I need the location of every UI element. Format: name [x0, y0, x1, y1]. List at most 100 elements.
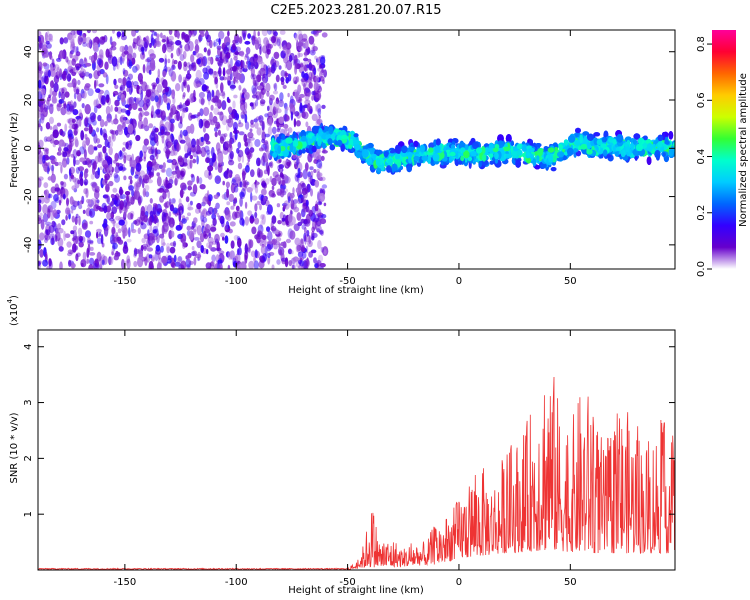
spectrogram-cell	[74, 136, 78, 146]
spectrogram-cell	[97, 114, 102, 122]
spectrogram-cell	[238, 119, 241, 125]
spectrogram-cell	[244, 216, 249, 226]
spectrogram-cell	[349, 138, 354, 146]
spectrogram-cell	[185, 258, 192, 268]
spectrogram-cell	[273, 101, 280, 112]
spectrogram-cell	[40, 219, 45, 230]
spectrogram-cell	[314, 55, 318, 60]
spectrogram-cell	[189, 191, 196, 197]
spectrogram-cell	[88, 199, 92, 205]
spectrogram-cell	[101, 36, 106, 41]
spectrogram-cell	[182, 129, 188, 137]
spectrogram-cell	[68, 59, 73, 71]
spectrogram-cell	[160, 32, 163, 39]
spectrogram-cell	[165, 167, 173, 177]
spectrogram-cell	[601, 136, 606, 143]
spectrogram-cell	[532, 158, 537, 167]
spectrogram-cell	[51, 235, 55, 245]
spectrogram-cell	[77, 227, 83, 236]
spectrogram-cell	[79, 31, 83, 37]
spectrogram-cell	[100, 234, 104, 245]
spectrogram-cell	[109, 36, 113, 45]
spectrogram-cell	[203, 71, 210, 80]
spectrogram-cell	[239, 217, 245, 226]
spectrogram-cell	[73, 101, 77, 108]
spectrogram-cell	[114, 165, 120, 174]
spectrogram-cell	[40, 125, 43, 132]
spectrogram-cell	[119, 189, 123, 196]
spectrogram-cell	[104, 121, 108, 127]
spectrogram-cell	[256, 74, 262, 83]
spectrogram-cell	[262, 214, 266, 225]
spectrogram-cell	[137, 72, 143, 83]
spectrogram-cell	[293, 118, 297, 128]
spectrogram-cell	[38, 199, 42, 204]
spectrogram-cell	[600, 143, 607, 149]
spectrogram-cell	[181, 241, 186, 249]
spectrogram-cell	[187, 202, 192, 211]
spectrogram-cell	[93, 204, 100, 212]
spectrogram-cell	[258, 147, 264, 152]
spectrogram-cell	[131, 189, 135, 197]
spectrogram-cell	[272, 90, 279, 95]
spectrogram-cell	[124, 219, 128, 226]
spectrogram-cell	[270, 225, 277, 232]
spectrogram-cell	[124, 104, 130, 109]
spectrogram-cell	[221, 100, 227, 111]
spectrogram-cell	[160, 129, 165, 135]
spectrogram-cell	[53, 194, 59, 202]
spectrogram-cell	[194, 39, 199, 46]
spectrogram-cell	[230, 205, 235, 210]
spectrogram-cell	[265, 65, 269, 76]
spectrogram-cell	[87, 203, 93, 209]
spectrogram-cell	[67, 129, 73, 138]
spectrogram-cell	[272, 152, 278, 158]
spectrogram-cell	[306, 257, 309, 267]
spectrogram-cell	[126, 204, 130, 210]
spectrogram-cell	[42, 213, 49, 223]
spectrogram-cell	[128, 85, 133, 95]
spectrogram-cell	[264, 133, 270, 138]
spectrogram-cell	[128, 59, 132, 69]
spectrogram-cell	[98, 83, 105, 88]
spectrogram-cell	[149, 224, 153, 233]
spectrogram-cell	[311, 226, 316, 233]
spectrogram-cell	[60, 106, 67, 116]
spectrogram-cell	[232, 43, 236, 51]
spectrogram-cell	[314, 263, 319, 269]
spectrogram-cell	[75, 66, 80, 71]
spectrogram-cell	[72, 46, 79, 53]
spectrogram-cell	[155, 113, 161, 118]
spectrogram-cell	[464, 144, 469, 151]
spectrogram-cell	[304, 40, 309, 49]
spectrogram-cell	[84, 116, 89, 124]
spectrogram-cell	[251, 183, 257, 190]
spectrogram-cell	[188, 230, 195, 241]
spectrogram-cell	[100, 52, 104, 61]
spectrogram-cell	[67, 82, 74, 88]
spectrogram-cell	[184, 100, 190, 107]
spectrogram-cell	[143, 214, 148, 223]
spectrogram-cell	[233, 201, 236, 207]
spectrogram-cell	[308, 251, 313, 258]
spectrogram-cell	[62, 181, 67, 188]
spectrogram-cell	[38, 203, 42, 213]
spectrogram-cell	[229, 150, 234, 160]
spectrogram-cell	[166, 102, 171, 111]
spectrogram-cell	[262, 77, 266, 86]
spectrogram-cell	[206, 90, 212, 102]
spectrogram-cell	[146, 57, 152, 63]
spectrogram-cell	[121, 258, 125, 269]
spectrogram-cell	[128, 185, 135, 191]
spectrogram-cell	[161, 39, 166, 43]
spectrogram-cell	[80, 262, 84, 267]
spectrogram-cell	[259, 101, 265, 107]
spectrogram-cell	[113, 159, 117, 164]
spectrogram-cell	[308, 82, 313, 89]
spectrogram-cell	[127, 123, 134, 134]
spectrogram-cell	[156, 211, 161, 217]
spectrogram-cell	[299, 102, 303, 112]
spectrogram-cell	[361, 149, 369, 158]
spectrogram-cell	[413, 155, 420, 161]
spectrogram-cell	[586, 149, 593, 155]
